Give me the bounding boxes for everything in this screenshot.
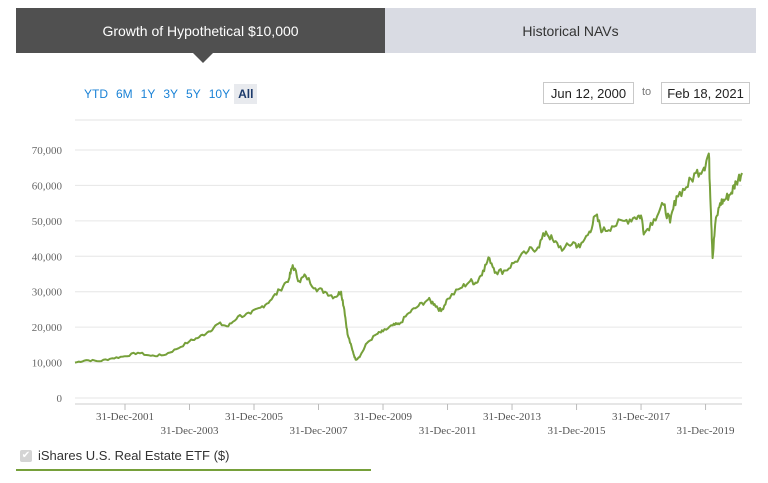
tab-historical-navs[interactable]: Historical NAVs bbox=[385, 8, 756, 53]
legend-series-underline bbox=[16, 469, 371, 471]
x-tick-label: 31-Dec-2015 bbox=[548, 425, 607, 437]
y-tick-label: 10,000 bbox=[32, 358, 63, 370]
range-ytd[interactable]: YTD bbox=[84, 87, 108, 101]
legend-checkbox[interactable]: ✔ bbox=[20, 449, 32, 462]
date-to-label: to bbox=[642, 86, 652, 98]
y-tick-label: 30,000 bbox=[32, 287, 63, 299]
y-tick-label: 60,000 bbox=[32, 180, 63, 192]
legend-label: iShares U.S. Real Estate ETF ($) bbox=[38, 448, 230, 463]
x-tick-label: 31-Dec-2005 bbox=[225, 411, 284, 423]
chart-legend: ✔ iShares U.S. Real Estate ETF ($) bbox=[20, 448, 229, 463]
x-tick-label: 31-Dec-2009 bbox=[354, 411, 413, 423]
y-tick-label: 50,000 bbox=[32, 216, 63, 228]
end-date-input[interactable]: Feb 18, 2021 bbox=[661, 82, 750, 104]
tab-growth-of-10000[interactable]: Growth of Hypothetical $10,000 bbox=[16, 8, 385, 53]
x-tick-label: 31-Dec-2011 bbox=[419, 425, 477, 437]
x-tick-label: 31-Dec-2013 bbox=[483, 411, 542, 423]
range-10y[interactable]: 10Y bbox=[208, 87, 231, 101]
range-3y[interactable]: 3Y bbox=[163, 87, 179, 101]
y-tick-label: 20,000 bbox=[32, 322, 63, 334]
y-tick-label: 40,000 bbox=[32, 251, 63, 263]
start-date-input[interactable]: Jun 12, 2000 bbox=[543, 82, 634, 104]
range-all[interactable]: All bbox=[234, 84, 258, 104]
x-tick-label: 31-Dec-2019 bbox=[677, 425, 736, 437]
x-tick-label: 31-Dec-2001 bbox=[96, 411, 154, 423]
active-tab-pointer bbox=[193, 53, 213, 63]
x-tick-label: 31-Dec-2017 bbox=[612, 411, 671, 423]
series-line bbox=[74, 152, 743, 364]
range-5y[interactable]: 5Y bbox=[186, 87, 201, 101]
range-6m[interactable]: 6M bbox=[116, 87, 133, 101]
x-tick-label: 31-Dec-2007 bbox=[289, 425, 348, 437]
growth-line-chart: 0 10,000 20,000 30,000 40,000 50,000 60,000 70,… bbox=[32, 119, 743, 437]
range-1y[interactable]: 1Y bbox=[140, 87, 156, 101]
x-tick-label: 31-Dec-2003 bbox=[160, 425, 219, 437]
y-tick-label: 70,000 bbox=[32, 145, 63, 157]
y-tick-label: 0 bbox=[57, 393, 63, 405]
time-range-selector: YTD 6M 1Y 3Y 5Y 10Y All bbox=[80, 84, 258, 104]
tab-bar: Growth of Hypothetical $10,000 Historica… bbox=[16, 8, 756, 63]
